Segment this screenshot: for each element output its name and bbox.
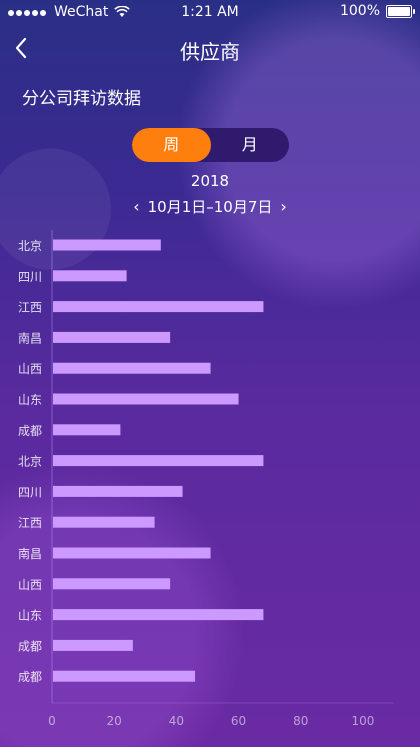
bar	[53, 455, 264, 467]
date-range-label: 10月1日–10月7日	[147, 198, 273, 216]
bar	[53, 670, 196, 682]
y-tick-label: 山东	[18, 393, 42, 407]
chevron-left-icon[interactable]	[10, 34, 34, 62]
status-left: WeChat	[8, 4, 131, 20]
y-tick-label: 山西	[18, 578, 42, 592]
bar	[53, 239, 161, 251]
bar	[53, 609, 264, 621]
date-range: ‹ 10月1日–10月7日 ›	[0, 196, 420, 217]
status-right: 100%	[339, 3, 415, 19]
page-title: 供应商	[180, 40, 240, 64]
bar	[53, 331, 171, 343]
battery-percent: 100%	[339, 3, 380, 19]
y-tick-label: 山西	[18, 362, 42, 376]
y-tick-label: 四川	[18, 270, 42, 284]
y-tick-label: 山东	[18, 609, 42, 623]
status-bar: WeChat 1:21 AM 100%	[0, 0, 420, 24]
y-tick-label: 成都	[18, 639, 42, 653]
bar	[53, 516, 155, 528]
bar	[53, 639, 133, 651]
section-title: 分公司拜访数据	[22, 89, 141, 109]
x-tick-label: 60	[231, 714, 246, 728]
wifi-icon	[114, 6, 131, 17]
y-tick-label: 成都	[18, 670, 42, 684]
y-tick-label: 北京	[18, 239, 42, 253]
y-tick-label: 江西	[18, 516, 42, 530]
period-toggle: 周 月	[132, 128, 289, 162]
carrier-label: WeChat	[54, 4, 109, 20]
y-tick-label: 北京	[18, 455, 42, 469]
bar	[53, 362, 211, 374]
bar	[53, 424, 121, 436]
bar-chart: 北京 四川 江西 南昌 山西 山东 成都 北京 四川 江西 南昌 山西 山东 成都 成都 0 20 40 60 80 1…	[0, 225, 420, 735]
signal-dots-icon	[8, 4, 48, 20]
x-tick-label: 20	[107, 714, 122, 728]
toggle-month[interactable]: 月	[241, 135, 258, 154]
bar	[53, 301, 264, 313]
next-period-icon[interactable]: ›	[280, 197, 287, 216]
prev-period-icon[interactable]: ‹	[133, 197, 140, 216]
bar	[53, 578, 171, 590]
y-tick-label: 四川	[18, 485, 42, 499]
battery-icon	[386, 4, 415, 18]
y-tick-label: 江西	[18, 301, 42, 315]
x-tick-label: 0	[48, 714, 56, 728]
bar	[53, 485, 183, 497]
bar	[53, 393, 239, 405]
bar	[53, 547, 211, 559]
y-tick-label: 南昌	[18, 546, 42, 561]
y-tick-label: 成都	[18, 424, 42, 438]
x-tick-label: 40	[169, 714, 184, 728]
nav-bar: 供应商	[0, 30, 420, 66]
status-time: 1:21 AM	[181, 4, 239, 20]
bar	[53, 270, 127, 282]
toggle-week[interactable]: 周	[132, 128, 211, 162]
year-label: 2018	[190, 172, 230, 190]
x-tick-label: 100	[351, 714, 374, 728]
x-tick-label: 80	[293, 714, 308, 728]
y-tick-label: 南昌	[18, 330, 42, 345]
